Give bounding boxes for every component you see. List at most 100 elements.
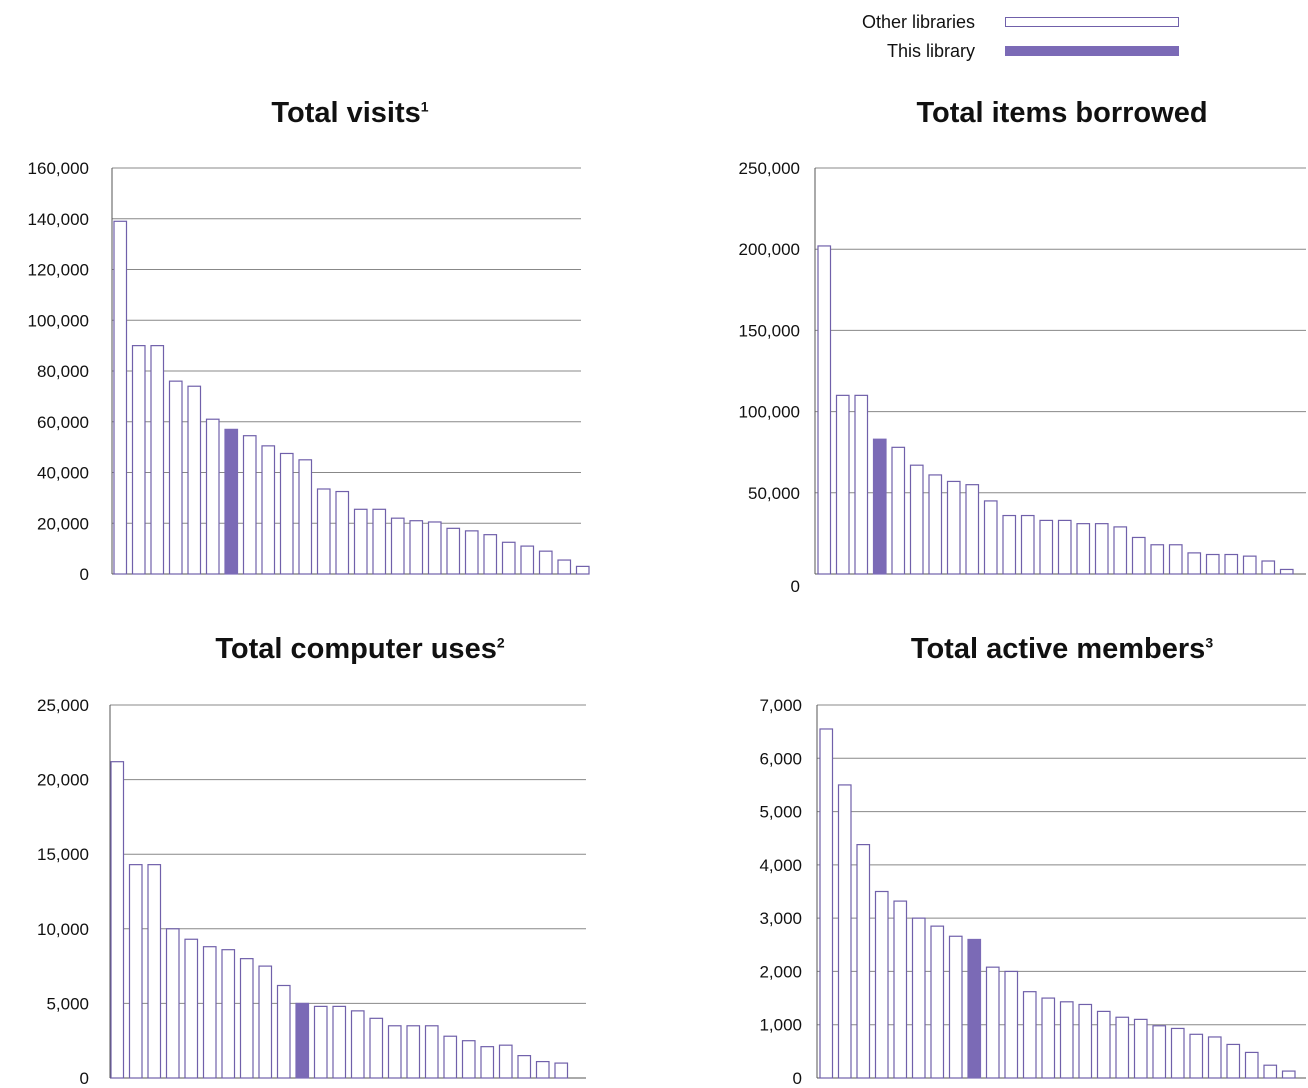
bar-other-library: [221, 949, 236, 1079]
bar-this-library: [967, 938, 982, 1079]
bar-this-library: [872, 438, 887, 575]
bar-other-library: [427, 521, 442, 575]
bar-other-library: [276, 984, 291, 1079]
y-tick-label: 1,000: [759, 1016, 802, 1035]
chart-title-total-items-borrowed: Total items borrowed: [812, 97, 1308, 130]
bar-other-library: [165, 928, 180, 1079]
chart-title-total-visits: Total visits1: [100, 97, 600, 130]
y-tick-label: 15,000: [37, 845, 89, 864]
bar-other-library: [464, 530, 479, 575]
chart-title-text: Total items borrowed: [916, 97, 1208, 129]
legend-label-other-libraries: Other libraries: [861, 12, 975, 32]
y-tick-label: 0: [80, 1069, 89, 1088]
y-tick-label: 140,000: [28, 210, 89, 229]
y-tick-label: 100,000: [739, 403, 800, 422]
bar-other-library: [1224, 553, 1239, 575]
chart-title-text: Total visits: [271, 97, 421, 129]
bar-other-library: [1150, 544, 1165, 575]
bar-other-library: [1263, 1064, 1278, 1079]
bar-other-library: [538, 550, 553, 575]
bar-other-library: [1205, 553, 1220, 575]
bar-other-library: [965, 484, 980, 575]
bar-other-library: [369, 1017, 384, 1079]
bar-other-library: [1076, 523, 1091, 575]
legend-item-this-library: This library: [780, 41, 1200, 61]
bar-other-library: [372, 508, 387, 575]
bar-other-library: [131, 345, 146, 575]
y-tick-label: 25,000: [37, 696, 89, 715]
y-tick-label: 40,000: [37, 464, 89, 483]
legend: Other libraries This library: [0, 0, 1308, 70]
bar-other-library: [298, 459, 313, 575]
legend-swatch-other-libraries: [1005, 17, 1179, 27]
bar-other-library: [1115, 1016, 1130, 1079]
bar-other-library: [520, 545, 535, 575]
chart-title-footnote-marker: 1: [420, 98, 429, 115]
y-tick-label: 100,000: [28, 311, 89, 330]
bar-other-library: [891, 446, 906, 575]
bar-other-library: [930, 925, 945, 1079]
y-tick-label: 20,000: [37, 514, 89, 533]
chart-title-footnote-marker: 2: [496, 634, 505, 651]
bar-other-library: [1242, 555, 1257, 575]
bar-other-library: [948, 935, 963, 1079]
bar-other-library: [242, 435, 257, 575]
y-tick-label: 250,000: [739, 159, 800, 178]
bar-other-library: [1226, 1043, 1241, 1079]
bar-other-library: [835, 394, 850, 575]
bar-other-library: [239, 958, 254, 1079]
bar-other-library: [1207, 1036, 1222, 1079]
bar-other-library: [390, 517, 405, 575]
bar-other-library: [147, 864, 162, 1079]
chart-title-text: Total active members: [910, 633, 1206, 665]
y-tick-label: 60,000: [37, 413, 89, 432]
bar-other-library: [1039, 519, 1054, 575]
y-tick-label: 6,000: [759, 749, 802, 768]
bar-other-library: [279, 452, 294, 575]
bar-other-library: [406, 1025, 421, 1079]
bar-other-library: [409, 520, 424, 575]
bar-other-library: [113, 220, 128, 575]
y-tick-label: 7,000: [759, 696, 802, 715]
bar-other-library: [313, 1005, 328, 1079]
bar-other-library: [261, 445, 276, 575]
chart-title-text: Total computer uses: [215, 633, 497, 665]
bar-other-library: [1131, 536, 1146, 575]
y-tick-label: 200,000: [739, 240, 800, 259]
bar-other-library: [874, 890, 889, 1079]
chart-title-total-active-members: Total active members3: [812, 633, 1308, 666]
bar-other-library: [1133, 1018, 1148, 1079]
bar-other-library: [1281, 1070, 1296, 1079]
y-tick-label: 150,000: [739, 321, 800, 340]
bar-this-library: [224, 428, 239, 575]
bar-other-library: [501, 541, 516, 575]
bar-other-library: [575, 565, 590, 575]
y-tick-label: 0: [791, 577, 800, 596]
chart-title-total-computer-uses: Total computer uses2: [110, 633, 610, 666]
bar-other-library: [258, 965, 273, 1079]
bar-other-library: [110, 761, 125, 1079]
legend-swatch-this-library: [1005, 46, 1179, 56]
y-tick-label: 3,000: [759, 909, 802, 928]
y-tick-label: 50,000: [748, 484, 800, 503]
bar-other-library: [498, 1044, 513, 1079]
bar-other-library: [335, 490, 350, 575]
bar-other-library: [535, 1060, 550, 1079]
bar-other-library: [1078, 1003, 1093, 1079]
bar-other-library: [557, 559, 572, 575]
y-tick-label: 10,000: [37, 920, 89, 939]
bar-other-library: [446, 527, 461, 575]
bar-other-library: [1244, 1051, 1259, 1079]
bar-other-library: [332, 1005, 347, 1079]
bar-other-library: [184, 938, 199, 1079]
bar-other-library: [837, 784, 852, 1079]
y-tick-label: 120,000: [28, 261, 89, 280]
bar-other-library: [1189, 1033, 1204, 1079]
bar-other-library: [316, 488, 331, 575]
bar-other-library: [1057, 519, 1072, 575]
bar-other-library: [1168, 544, 1183, 575]
bar-other-library: [480, 1046, 495, 1079]
bar-other-library: [350, 1010, 365, 1079]
bar-other-library: [1041, 997, 1056, 1079]
